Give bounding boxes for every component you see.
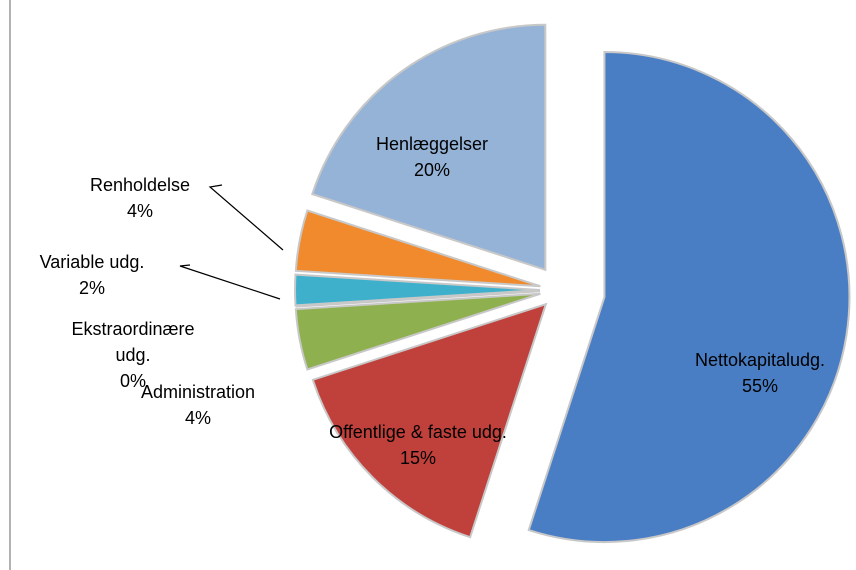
data-label: Administration 4% [118,379,278,431]
pie-slice [527,51,851,544]
pie-slice [311,302,548,539]
pie-slice [311,23,547,272]
data-label: Offentlige & faste udg. 15% [318,419,518,471]
slice-percent: 2% [78,278,105,298]
slice-name: Henlæggelser [375,134,489,154]
slices [293,23,851,544]
slice-percent: 55% [741,376,779,396]
slice-name: Variable udg. [39,252,145,272]
data-label: Variable udg. 2% [7,249,177,301]
data-label: Henlæggelser 20% [332,131,532,183]
data-label: Nettokapitaludg. 55% [660,347,856,399]
data-label: Renholdelse 4% [60,172,220,224]
leader-line [208,184,284,251]
pie-slice [295,290,541,308]
slice-name: Nettokapitaludg. [694,350,826,370]
slice-name: Renholdelse [89,175,191,195]
slice-percent: 4% [184,408,211,428]
pie-slice [294,292,541,371]
slice-percent: 0% [119,371,146,391]
slice-name: Administration [140,382,256,402]
leader-line [179,264,281,300]
data-label: Ekstraordinære udg. 0% [58,316,208,394]
pie-slice [294,209,541,288]
slice-name: Offentlige & faste udg. [329,422,507,442]
slice-percent: 15% [399,448,437,468]
slice-name: Ekstraordinære udg. [71,319,195,365]
slice-percent: 4% [126,201,153,221]
pie-slice [293,273,541,307]
slice-percent: 20% [413,160,451,180]
